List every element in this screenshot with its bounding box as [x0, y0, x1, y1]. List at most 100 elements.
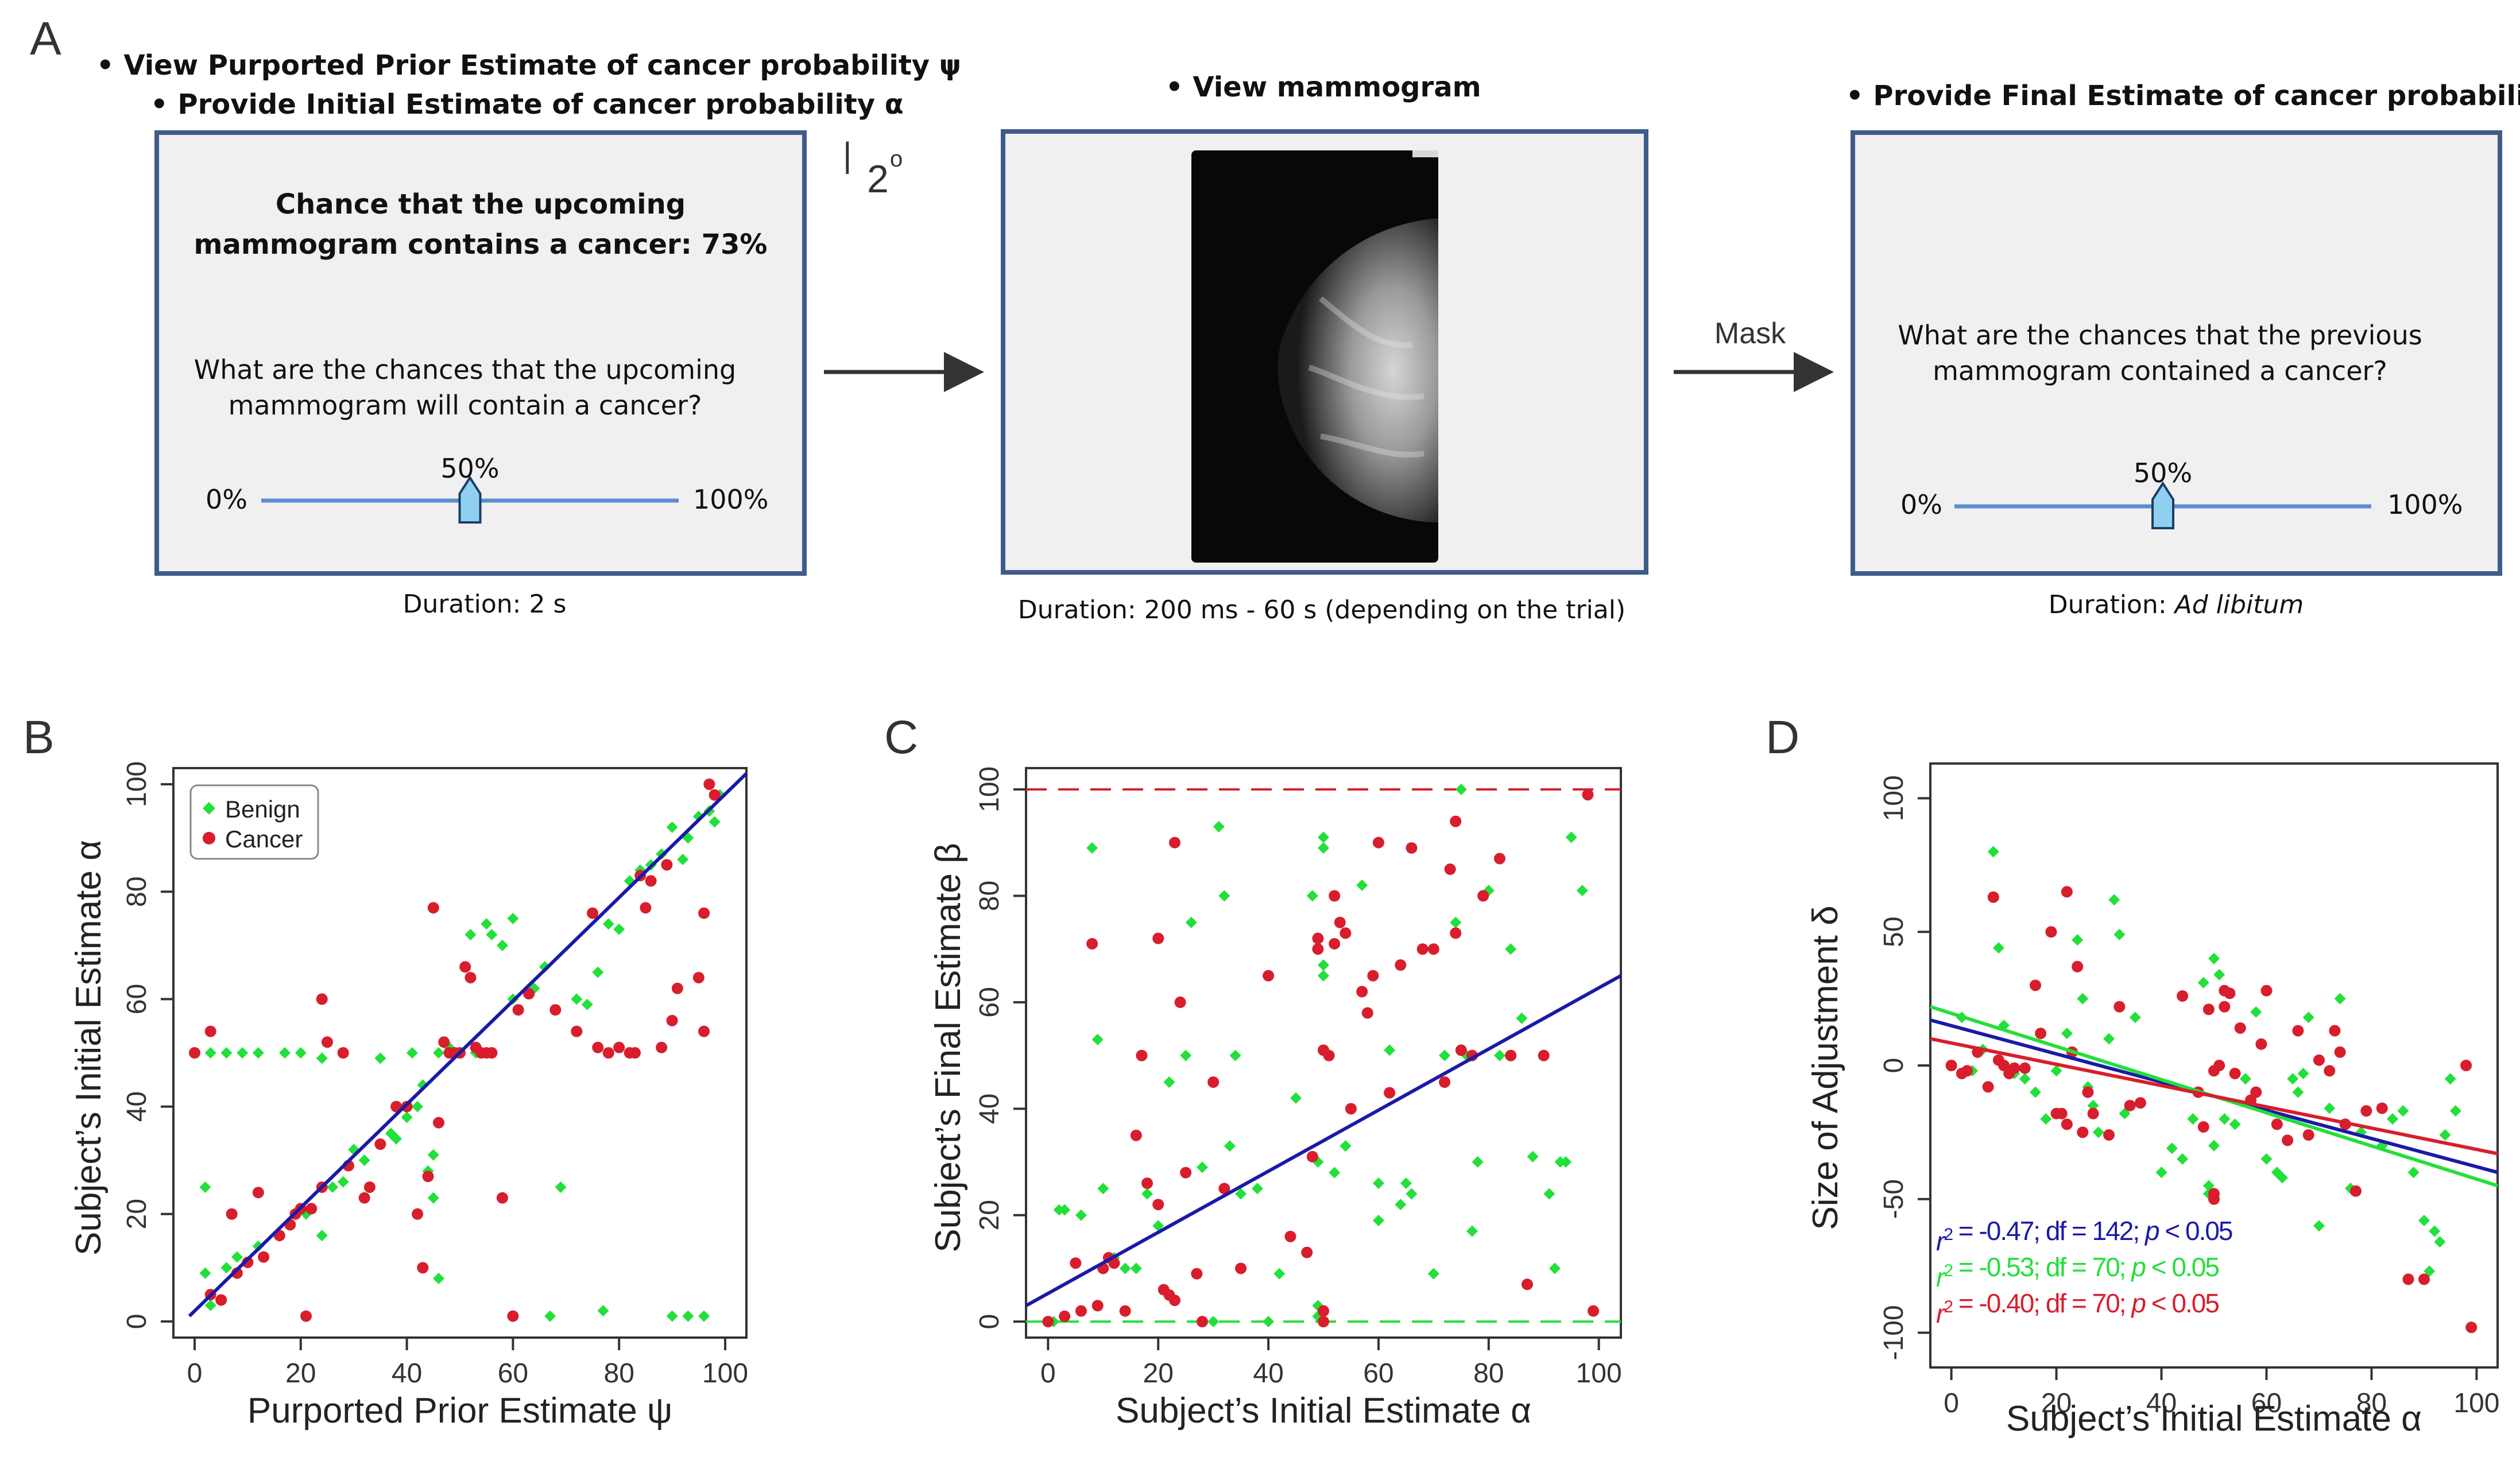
slider3-max-label: 100%	[2387, 489, 2463, 520]
cancer-point	[1345, 1103, 1357, 1115]
benign-point	[412, 1100, 424, 1113]
cancer-point	[1174, 996, 1186, 1008]
benign-point	[1196, 1161, 1208, 1173]
benign-point	[2077, 993, 2089, 1005]
benign-point	[2050, 1065, 2062, 1077]
benign-point	[555, 1181, 567, 1193]
x-tick-label: 100	[1576, 1358, 1622, 1389]
benign-point	[220, 1262, 233, 1274]
benign-point	[1163, 1076, 1175, 1088]
cancer-point	[2124, 1099, 2136, 1111]
y-tick-label: 100	[122, 761, 152, 807]
step3-duration-prefix: Duration:	[2049, 590, 2175, 619]
benign-point	[1439, 1049, 1451, 1061]
benign-point	[613, 923, 625, 935]
cancer-point	[486, 1047, 498, 1059]
cancer-point	[438, 1036, 450, 1048]
benign-point	[1516, 1012, 1528, 1024]
question1-line2: mammogram will contain a cancer?	[229, 390, 702, 421]
benign-point	[2434, 1236, 2446, 1248]
cancer-point	[2350, 1185, 2362, 1197]
cancer-point	[1263, 970, 1275, 982]
legend-benign-marker	[203, 802, 215, 815]
benign-point	[682, 1310, 694, 1322]
slider3-knob[interactable]	[2151, 481, 2174, 529]
cancer-point	[2271, 1118, 2283, 1130]
cancer-point	[1318, 1316, 1329, 1328]
benign-point	[1400, 1177, 1412, 1189]
benign-point	[2449, 1105, 2461, 1117]
cancer-point	[242, 1256, 254, 1268]
benign-point	[279, 1047, 291, 1059]
benign-point	[1543, 1188, 1555, 1200]
cancer-point	[592, 1041, 604, 1053]
cancer-point	[1982, 1081, 1994, 1093]
benign-point	[1075, 1209, 1087, 1221]
x-tick-label: 0	[187, 1358, 203, 1389]
cancer-point	[523, 988, 535, 1000]
cancer-point	[1323, 1049, 1335, 1061]
cancer-point	[2208, 1188, 2220, 1200]
cancer-point	[507, 1310, 519, 1322]
cancer-point	[2402, 1273, 2414, 1285]
y-tick-label: 80	[122, 877, 152, 907]
benign-point	[1097, 1183, 1109, 1195]
cancer-point	[1406, 842, 1418, 854]
benign-point	[1450, 916, 1462, 928]
benign-point	[1318, 842, 1329, 854]
benign-point	[327, 1181, 339, 1193]
benign-point	[1356, 879, 1368, 891]
question3-line1: What are the chances that the previous	[1898, 320, 2422, 351]
stats-part: < 0.05	[2159, 1216, 2232, 1246]
stats-part: < 0.05	[2145, 1252, 2219, 1282]
y-tick-label: 100	[974, 766, 1005, 812]
cancer-point	[661, 859, 673, 871]
cancer-point	[1042, 1316, 1054, 1328]
cancer-point	[2219, 1001, 2231, 1013]
benign-point	[1505, 943, 1517, 955]
benign-point	[2113, 928, 2126, 940]
cancer-point	[321, 1036, 333, 1048]
benign-point	[464, 929, 477, 941]
x-tick-label: 0	[1944, 1388, 1959, 1419]
cancer-point	[1059, 1310, 1071, 1322]
benign-point	[204, 1299, 216, 1311]
benign-point	[1180, 1049, 1192, 1061]
x-tick-label: 40	[2146, 1388, 2177, 1419]
benign-point	[2129, 1012, 2141, 1024]
prior-line2: mammogram contains a cancer: 73%	[194, 228, 768, 261]
slider1-knob[interactable]	[458, 475, 482, 524]
x-axis-title: Subject’s Initial Estimate α	[2006, 1399, 2422, 1439]
step3-screen	[1851, 130, 2502, 576]
cancer-point	[2045, 926, 2057, 938]
x-tick-label: 60	[2251, 1388, 2282, 1419]
cancer-point	[1130, 1129, 1142, 1141]
cancer-point	[258, 1251, 270, 1263]
cancer-point	[1180, 1167, 1192, 1179]
cancer-point	[1356, 986, 1368, 998]
benign-point	[2197, 976, 2209, 989]
cancer-point	[2376, 1102, 2388, 1114]
visual-angle-value: 2	[867, 157, 889, 201]
cancer-point	[2213, 1060, 2225, 1071]
benign-point	[2407, 1167, 2420, 1179]
cancer-point	[666, 1014, 678, 1026]
cancer-point	[464, 971, 477, 983]
benign-point	[401, 1111, 413, 1123]
y-axis-title: Subject’s Final Estimate β	[928, 843, 968, 1252]
y-tick-label: 80	[974, 881, 1005, 911]
panel-a-label: A	[30, 13, 61, 65]
cancer-point	[571, 1025, 583, 1037]
benign-point	[1130, 1262, 1142, 1274]
benign-point	[1086, 842, 1098, 854]
benign-point	[1185, 916, 1197, 928]
benign-point	[1329, 1167, 1341, 1179]
y-tick-label: 0	[1879, 1058, 1909, 1074]
stats-part: = -0.40; df = 70;	[1952, 1288, 2131, 1318]
stats-part: < 0.05	[2145, 1288, 2219, 1318]
benign-point	[666, 1310, 678, 1322]
benign-point	[390, 1133, 402, 1145]
benign-point	[1987, 846, 1999, 858]
cancer-point	[613, 1041, 625, 1053]
cancer-point	[2234, 1022, 2246, 1034]
